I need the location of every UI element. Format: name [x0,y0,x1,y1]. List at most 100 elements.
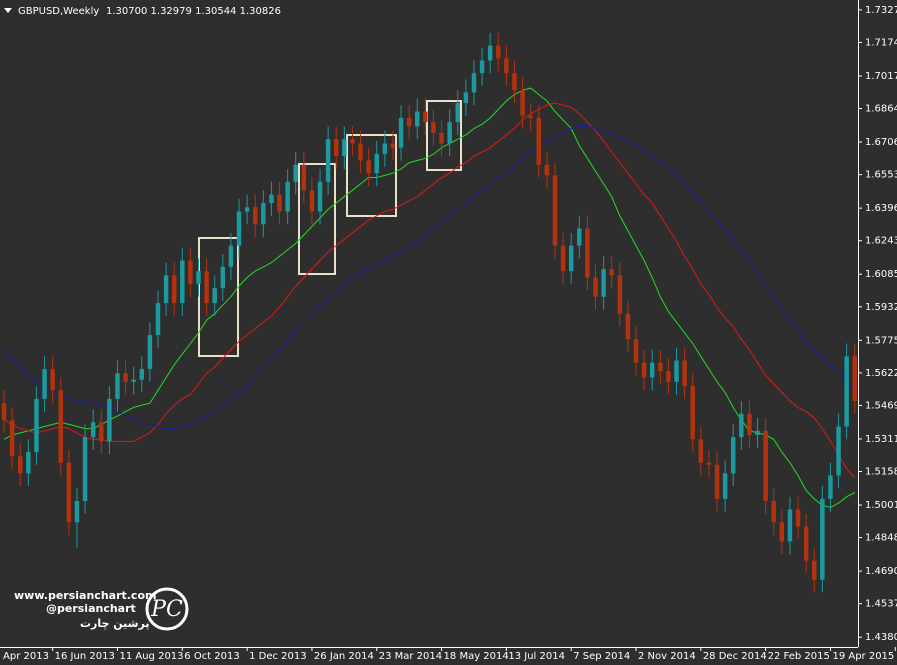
candle-body [147,334,153,370]
candle-body [196,271,201,284]
candle-body [844,356,849,427]
candle-body [747,413,752,436]
candle-body [374,154,379,174]
candle-body [722,473,728,499]
candle-body [649,362,655,378]
candle-body [617,275,623,314]
candle-body [447,122,452,144]
candle-body [212,288,217,304]
candle-body [852,356,857,401]
ma-line [3,125,856,430]
candle-body [269,194,274,204]
candle-body [641,362,647,378]
watermark-site: www.persianchart.com [14,589,156,602]
y-tick-label: 1.54690 [865,400,897,411]
candle-body [228,245,234,267]
candle-body [828,475,833,499]
y-tick-label: 1.71745 [865,37,897,48]
candle-body [204,271,209,304]
watermark: www.persianchart.com @persianchart پرشین… [14,587,189,631]
candle-body [261,203,266,225]
candle-body [431,122,436,133]
candle-body [42,369,47,399]
candle-body [455,103,460,123]
watermark-handle: @persianchart [46,602,136,615]
candle-body [252,207,258,225]
candle-body [763,430,768,501]
candle-body [674,360,679,382]
x-tick-label: 6 Oct 2013 [184,651,239,662]
x-tick-label: 26 Jan 2014 [314,651,374,662]
candle-body [317,181,323,212]
candle-body [74,500,80,523]
candle-body [188,260,193,284]
ma-line [3,102,856,478]
candle-body [836,426,841,476]
candle-body [625,313,631,340]
logo-ring [145,587,189,631]
candle-body [277,194,282,212]
candle-body [131,379,136,382]
candle-body [293,164,298,182]
candle-body [568,245,574,272]
y-tick-label: 1.48480 [865,533,897,544]
x-tick-label: 7 Sep 2014 [573,651,630,662]
box [346,134,397,217]
candle-body [731,437,736,474]
y-tick-label: 1.67065 [865,137,897,148]
candle-body [690,386,695,440]
y-tick-label: 1.57750 [865,335,897,346]
candle-body [633,339,639,363]
candle-body [415,111,420,127]
candle-body [577,228,582,246]
x-tick-label: 1 Dec 2013 [249,651,307,662]
candle-body [139,369,145,380]
candle-body [803,526,809,561]
candle-body [50,369,55,391]
box [426,100,462,171]
candle-body [471,73,477,93]
candle-body [34,398,39,453]
candle-body [820,498,825,580]
candle-body [698,439,704,463]
x-tick-label: 22 Feb 2015 [768,651,830,662]
y-tick-label: 1.73275 [865,5,897,16]
candle-body [512,73,517,91]
x-tick-label: Apr 2013 [3,651,49,662]
y-tick-label: 1.68640 [865,104,897,115]
candle-body [812,560,817,580]
candle-body [325,139,331,182]
candle-body [739,413,744,438]
candle-body [398,117,404,148]
x-tick-label: 11 Aug 2013 [119,651,183,662]
candle-body [123,373,128,382]
candle-body [309,190,315,212]
x-tick-label: 18 May 2014 [444,651,509,662]
y-tick-label: 1.45375 [865,599,897,610]
candle-body [795,509,801,527]
y-tick-label: 1.50010 [865,500,897,511]
candle-body [771,500,776,523]
candle-body [107,398,112,442]
ma-line [3,87,856,508]
y-tick-label: 1.46905 [865,566,897,577]
x-tick-label: 2 Nov 2014 [638,651,696,662]
candle-body [82,437,88,501]
candle-body [406,117,412,127]
candle-body [382,143,388,155]
candle-body [714,464,720,499]
candle-body [536,117,542,165]
candle-body [479,60,485,74]
candle-body [585,228,590,278]
candle-body [593,277,598,297]
box [198,237,239,357]
y-tick-label: 1.60855 [865,269,897,280]
y-tick-label: 1.53115 [865,434,897,445]
quote: 1.30700 1.32979 1.30544 1.30826 [106,6,281,17]
candle-body [609,269,614,276]
candle-body [26,452,31,474]
candle-body [66,462,72,523]
candle-body [552,175,558,246]
